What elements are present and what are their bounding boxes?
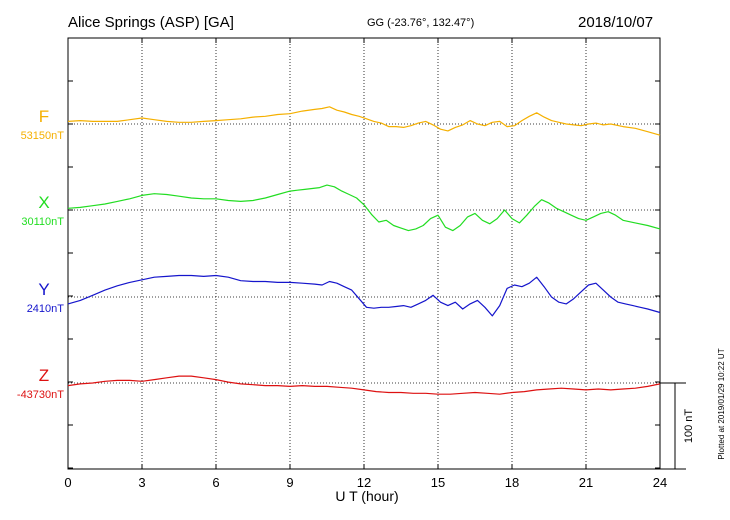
series-line-z bbox=[67, 375, 661, 395]
component-letter-x: X bbox=[38, 193, 49, 212]
component-letter-f: F bbox=[39, 107, 49, 126]
x-tick-label-3: 3 bbox=[138, 475, 145, 490]
component-baseline-x: 30110nT bbox=[21, 216, 64, 228]
series-line-f bbox=[67, 106, 661, 136]
date-label: 2018/10/07 bbox=[578, 14, 653, 31]
component-labels: F 53150nT X 30110nT Y 2410nT Z -43730nT bbox=[17, 107, 64, 401]
x-axis-title: U T (hour) bbox=[335, 488, 398, 504]
scale-bar-label: 100 nT bbox=[683, 409, 695, 444]
station-title: Alice Springs (ASP) [GA] bbox=[68, 14, 234, 31]
x-tick-label-9: 9 bbox=[286, 475, 293, 490]
component-baseline-z: -43730nT bbox=[17, 389, 64, 401]
component-baseline-f: 53150nT bbox=[21, 130, 65, 142]
x-tick-label-12: 12 bbox=[357, 475, 371, 490]
x-tick-label-6: 6 bbox=[212, 475, 219, 490]
component-letter-z: Z bbox=[39, 366, 49, 385]
x-tick-label-24: 24 bbox=[653, 475, 667, 490]
component-letter-y: Y bbox=[38, 280, 49, 299]
grid-lines bbox=[68, 38, 660, 469]
plotted-timestamp: Plotted at 2019/01/29 10:22 UT bbox=[717, 348, 726, 459]
scale-bar: 100 nT bbox=[660, 382, 695, 470]
x-tick-label-0: 0 bbox=[64, 475, 71, 490]
component-baseline-y: 2410nT bbox=[27, 303, 65, 315]
x-axis-ticks: 0 3 6 9 12 15 18 21 24 bbox=[64, 38, 667, 490]
series-line-y bbox=[67, 274, 661, 317]
series-layer bbox=[67, 106, 661, 395]
x-tick-label-15: 15 bbox=[431, 475, 445, 490]
series-line-x bbox=[67, 184, 661, 232]
x-tick-label-18: 18 bbox=[505, 475, 519, 490]
x-tick-label-21: 21 bbox=[579, 475, 593, 490]
coordinates-label: GG (-23.76°, 132.47°) bbox=[367, 17, 474, 29]
